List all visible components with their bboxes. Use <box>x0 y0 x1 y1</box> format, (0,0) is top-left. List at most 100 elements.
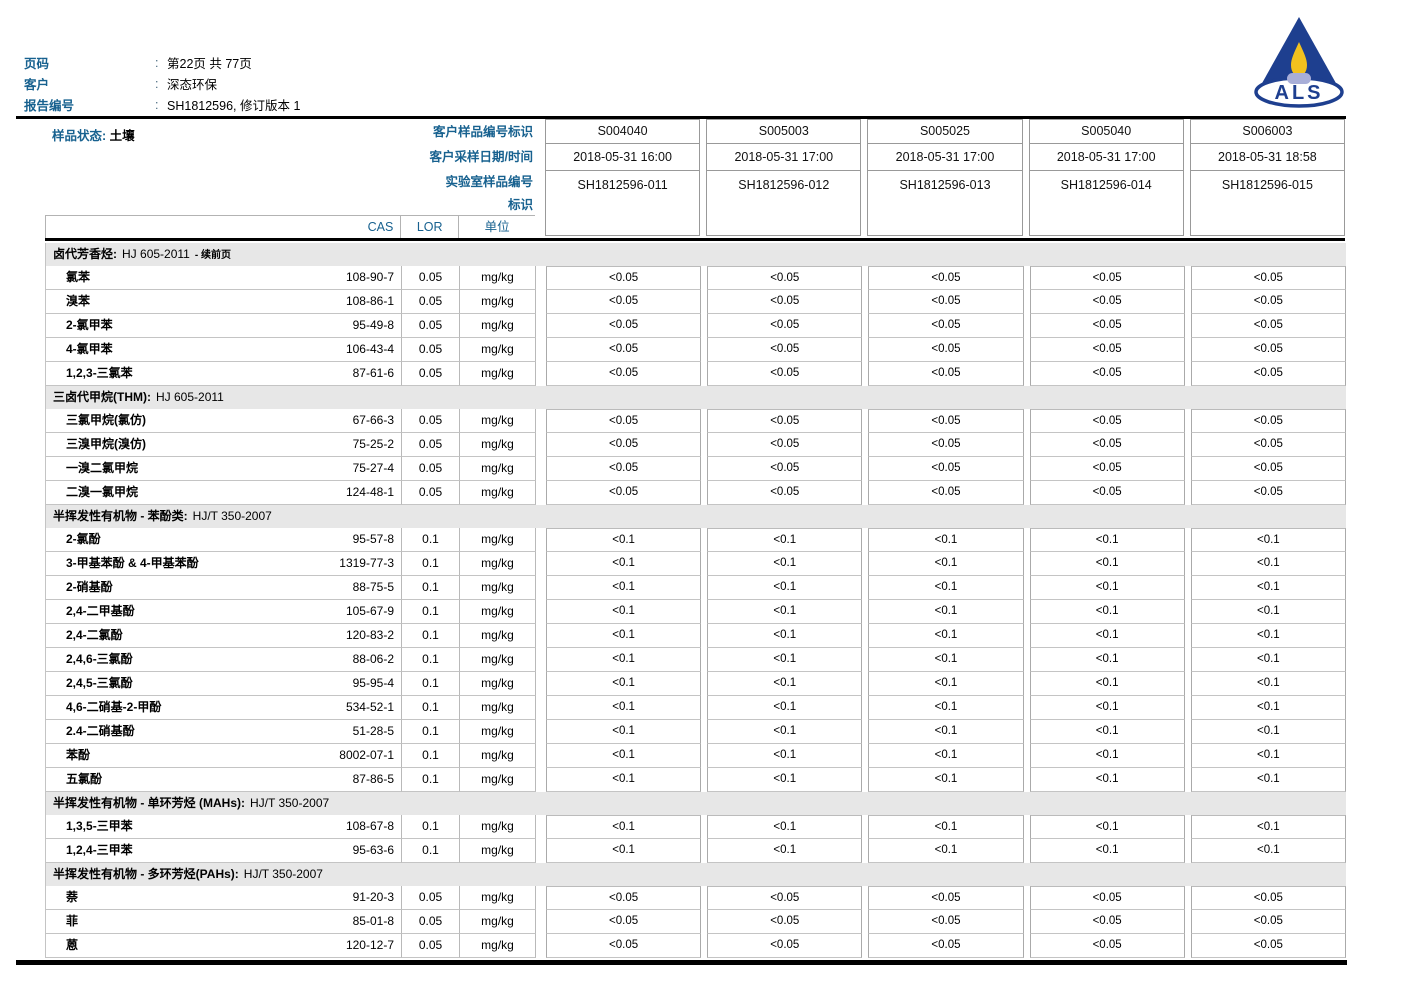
result-value: <0.1 <box>868 815 1024 839</box>
result-value: <0.05 <box>1029 886 1185 910</box>
result-value: <0.1 <box>1029 552 1185 576</box>
header-field: 客户 深态环保 <box>24 73 300 94</box>
unit-value: mg/kg <box>459 314 536 338</box>
cas-number: 88-75-5 <box>286 576 401 600</box>
result-value: <0.1 <box>1029 600 1185 624</box>
lor-value: 0.05 <box>401 338 459 362</box>
analyte-name: 2-硝基酚 <box>46 576 286 600</box>
sample-id: S004040 <box>546 120 700 144</box>
header-field-label: 页码 <box>24 57 50 71</box>
result-value: <0.1 <box>868 672 1024 696</box>
header-field-label: 客户 <box>24 78 50 92</box>
cas-number: 95-49-8 <box>286 314 401 338</box>
unit-value: mg/kg <box>459 433 536 457</box>
lor-value: 0.1 <box>401 576 459 600</box>
section-header: 三卤代甲烷(THM) HJ 605-2011 <box>46 386 1346 409</box>
analyte-name: 2,4-二氯酚 <box>46 624 286 648</box>
result-value: <0.1 <box>1190 528 1346 552</box>
result-value: <0.05 <box>1029 314 1185 338</box>
analyte-row: 2,4,6-三氯酚 88-06-2 0.1 mg/kg <0.1 <0.1 <0.1 <0.1… <box>46 648 1346 672</box>
result-value: <0.05 <box>707 338 863 362</box>
analyte-name: 菲 <box>46 910 286 934</box>
unit-value: mg/kg <box>459 648 536 672</box>
result-value: <0.05 <box>1029 481 1185 505</box>
result-value: <0.05 <box>1190 910 1346 934</box>
result-value: <0.05 <box>707 481 863 505</box>
sample-id: S005025 <box>868 120 1022 144</box>
unit-value: mg/kg <box>459 481 536 505</box>
sample-row-label: 客户样品编号标识 <box>432 125 533 139</box>
unit-value: mg/kg <box>459 338 536 362</box>
analyte-row: 4,6-二硝基-2-甲酚 534-52-1 0.1 mg/kg <0.1 <0.1 <0.1… <box>46 696 1346 720</box>
lor-value: 0.05 <box>401 266 459 290</box>
result-value: <0.1 <box>1190 839 1346 863</box>
result-value: <0.05 <box>868 362 1024 386</box>
analyte-name: 溴苯 <box>46 290 286 314</box>
result-value: <0.1 <box>546 552 702 576</box>
result-value: <0.05 <box>1029 338 1185 362</box>
sample-column: S006003 2018-05-31 18:58 SH1812596-015 <box>1189 119 1345 236</box>
section-method: HJ/T 350-2007 <box>192 509 272 523</box>
unit-value: mg/kg <box>459 266 536 290</box>
result-value: <0.1 <box>868 528 1024 552</box>
result-value: <0.1 <box>868 576 1024 600</box>
sample-column: S005040 2018-05-31 17:00 SH1812596-014 <box>1028 119 1184 236</box>
result-value: <0.05 <box>707 934 863 958</box>
analyte-name: 1,2,4-三甲苯 <box>46 839 286 863</box>
result-value: <0.1 <box>868 624 1024 648</box>
result-value: <0.05 <box>1029 362 1185 386</box>
sample-datetime: 2018-05-31 17:00 <box>707 144 861 171</box>
analyte-name: 苯酚 <box>46 744 286 768</box>
unit-column-header: 单位 <box>458 216 535 238</box>
analyte-row: 菲 85-01-8 0.05 mg/kg <0.05 <0.05 <0.05 <0.05 <0.… <box>46 910 1346 934</box>
result-value: <0.1 <box>707 600 863 624</box>
result-value: <0.05 <box>707 409 863 433</box>
lor-value: 0.05 <box>401 409 459 433</box>
lab-sample-id: SH1812596-015 <box>1221 178 1313 192</box>
result-value: <0.1 <box>546 672 702 696</box>
sample-row-label: 标识 <box>507 198 533 212</box>
cas-number: 1319-77-3 <box>286 552 401 576</box>
lor-value: 0.1 <box>401 744 459 768</box>
result-value: <0.05 <box>546 934 702 958</box>
analyte-name: 氯苯 <box>46 266 286 290</box>
analyte-name: 1,3,5-三甲苯 <box>46 815 286 839</box>
als-logo: ALS <box>1254 17 1344 108</box>
result-value: <0.1 <box>546 528 702 552</box>
section-name: 三卤代甲烷(THM) <box>53 390 151 404</box>
result-value: <0.05 <box>1029 290 1185 314</box>
result-value: <0.05 <box>546 266 702 290</box>
analyte-name: 蒽 <box>46 934 286 958</box>
analyte-row: 三溴甲烷(溴仿) 75-25-2 0.05 mg/kg <0.05 <0.05 <0.05 <… <box>46 433 1346 457</box>
result-value: <0.05 <box>1190 266 1346 290</box>
analyte-name: 2.4-二硝基酚 <box>46 720 286 744</box>
result-value: <0.1 <box>1190 552 1346 576</box>
analyte-row: 4-氯甲苯 106-43-4 0.05 mg/kg <0.05 <0.05 <0.05 <0.… <box>46 338 1346 362</box>
result-value: <0.05 <box>868 886 1024 910</box>
cas-number: 51-28-5 <box>286 720 401 744</box>
section-method: HJ/T 350-2007 <box>243 867 323 881</box>
result-value: <0.1 <box>1190 744 1346 768</box>
result-value: <0.05 <box>1029 433 1185 457</box>
result-value: <0.1 <box>1029 696 1185 720</box>
result-value: <0.05 <box>1190 433 1346 457</box>
section-header: 半挥发性有机物 - 单环芳烃 (MAHs) HJ/T 350-2007 <box>46 792 1346 815</box>
header-field: 报告编号 SH1812596, 修订版本 1 <box>24 94 300 115</box>
result-value: <0.05 <box>546 910 702 934</box>
analyte-row: 2-氯甲苯 95-49-8 0.05 mg/kg <0.05 <0.05 <0.05 <0.0… <box>46 314 1346 338</box>
analyte-name: 三溴甲烷(溴仿) <box>46 433 286 457</box>
result-value: <0.1 <box>1190 696 1346 720</box>
result-value: <0.05 <box>546 362 702 386</box>
lor-value: 0.1 <box>401 815 459 839</box>
result-value: <0.05 <box>707 433 863 457</box>
candle-base <box>1287 73 1311 84</box>
result-value: <0.1 <box>546 839 702 863</box>
sample-id: S005040 <box>1029 120 1183 144</box>
cas-number: 108-67-8 <box>286 815 401 839</box>
unit-value: mg/kg <box>459 744 536 768</box>
result-value: <0.05 <box>1190 409 1346 433</box>
result-value: <0.05 <box>1029 266 1185 290</box>
result-value: <0.1 <box>546 576 702 600</box>
analyte-name: 4,6-二硝基-2-甲酚 <box>46 696 286 720</box>
